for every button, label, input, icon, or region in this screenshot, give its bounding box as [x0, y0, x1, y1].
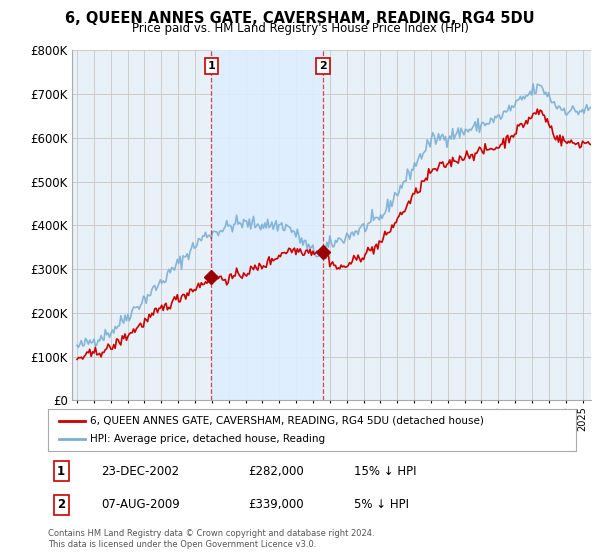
Text: 1: 1 — [208, 61, 215, 71]
Text: 23-DEC-2002: 23-DEC-2002 — [101, 465, 179, 478]
Text: 07-AUG-2009: 07-AUG-2009 — [101, 498, 179, 511]
Text: 6, QUEEN ANNES GATE, CAVERSHAM, READING, RG4 5DU (detached house): 6, QUEEN ANNES GATE, CAVERSHAM, READING,… — [90, 416, 484, 426]
Text: Contains HM Land Registry data © Crown copyright and database right 2024.
This d: Contains HM Land Registry data © Crown c… — [48, 529, 374, 549]
Text: 5% ↓ HPI: 5% ↓ HPI — [354, 498, 409, 511]
Text: 1: 1 — [57, 465, 65, 478]
Text: 6, QUEEN ANNES GATE, CAVERSHAM, READING, RG4 5DU: 6, QUEEN ANNES GATE, CAVERSHAM, READING,… — [65, 11, 535, 26]
Text: HPI: Average price, detached house, Reading: HPI: Average price, detached house, Read… — [90, 434, 325, 444]
Bar — [211, 50, 323, 400]
Text: 2: 2 — [57, 498, 65, 511]
Text: 15% ↓ HPI: 15% ↓ HPI — [354, 465, 417, 478]
Text: Price paid vs. HM Land Registry's House Price Index (HPI): Price paid vs. HM Land Registry's House … — [131, 22, 469, 35]
Text: £339,000: £339,000 — [248, 498, 304, 511]
Text: 2: 2 — [319, 61, 327, 71]
Text: £282,000: £282,000 — [248, 465, 304, 478]
